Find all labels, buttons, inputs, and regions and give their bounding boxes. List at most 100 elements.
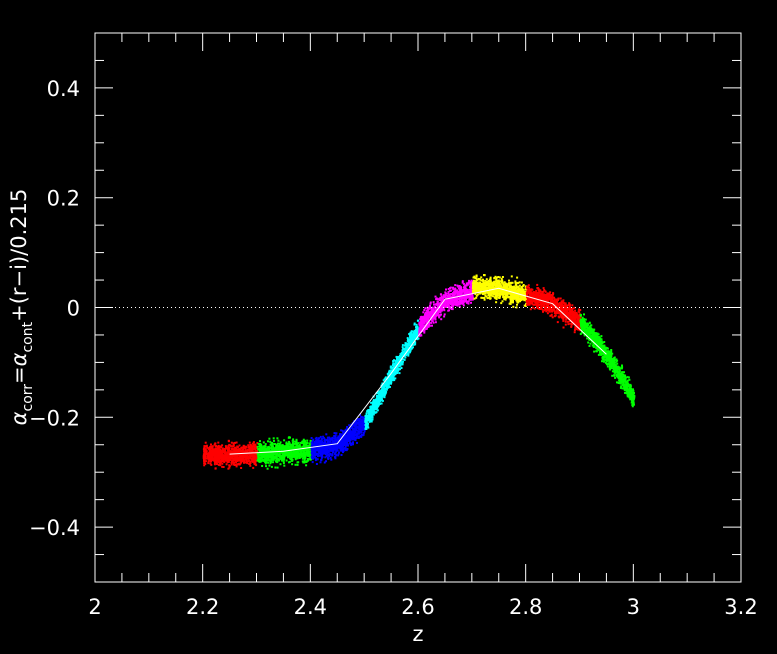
data-point [359, 421, 362, 424]
data-point [367, 412, 370, 415]
data-point [230, 445, 233, 448]
data-point [508, 279, 510, 282]
data-point [344, 439, 347, 442]
data-point [394, 377, 397, 380]
data-point [218, 449, 221, 451]
data-point [463, 299, 466, 301]
data-point [431, 310, 433, 313]
data-point [456, 296, 459, 299]
data-point [388, 382, 391, 385]
data-point [436, 310, 439, 313]
data-point [203, 445, 206, 448]
data-point [266, 467, 269, 470]
data-point [399, 363, 402, 366]
data-point [406, 337, 409, 340]
data-point [318, 441, 321, 444]
data-point [366, 418, 369, 421]
data-point [371, 410, 374, 412]
data-point [322, 435, 325, 438]
data-point [233, 453, 236, 456]
data-point [380, 395, 383, 397]
data-point [383, 383, 385, 386]
data-point [468, 279, 470, 282]
data-point [220, 459, 223, 462]
data-point [221, 462, 224, 465]
data-point [392, 376, 395, 379]
data-point [289, 457, 292, 460]
data-point [332, 451, 335, 454]
data-point [291, 442, 294, 444]
data-point [289, 436, 291, 439]
data-point [401, 346, 404, 349]
data-point [396, 357, 398, 360]
data-point [374, 408, 377, 411]
data-point [218, 458, 221, 461]
data-point [455, 298, 458, 301]
data-point [353, 425, 356, 428]
data-point [241, 455, 244, 458]
data-point [334, 452, 337, 455]
data-point [313, 448, 316, 451]
data-point [284, 453, 287, 456]
data-point [400, 367, 403, 369]
data-point [346, 447, 349, 450]
data-point [317, 438, 320, 441]
data-point [367, 426, 370, 429]
data-point [334, 435, 337, 438]
data-point [227, 451, 230, 454]
data-point [449, 296, 452, 299]
data-point [351, 436, 354, 439]
data-point [408, 338, 411, 341]
data-point [203, 458, 206, 461]
series-4 [418, 279, 474, 337]
data-point [311, 442, 314, 445]
data-point [271, 442, 274, 444]
data-point [404, 349, 407, 352]
data-point [404, 344, 406, 347]
data-point [497, 279, 500, 282]
data-point [462, 304, 465, 307]
data-point [388, 369, 391, 372]
data-point [203, 461, 206, 464]
data-point [303, 440, 305, 443]
data-point [310, 437, 313, 439]
data-point [333, 432, 336, 435]
data-point [257, 456, 260, 459]
data-point [445, 306, 448, 308]
data-point [286, 447, 289, 450]
data-point [205, 452, 208, 455]
data-point [334, 434, 337, 437]
data-point [432, 321, 435, 324]
data-point [317, 444, 320, 447]
data-point [463, 293, 466, 296]
data-point [295, 453, 298, 456]
data-point [220, 455, 223, 458]
data-point [332, 446, 335, 449]
data-point [311, 448, 314, 451]
data-point [375, 404, 378, 407]
data-point [409, 350, 412, 353]
data-point [517, 297, 520, 300]
data-point [393, 371, 396, 374]
data-point [451, 308, 454, 311]
data-point [309, 454, 312, 457]
data-point [484, 294, 487, 297]
data-point [466, 282, 469, 285]
data-point [323, 446, 326, 449]
data-point [238, 449, 241, 452]
data-point [493, 287, 496, 290]
data-point [264, 462, 267, 465]
data-point [213, 463, 216, 466]
data-point [287, 448, 289, 451]
data-point [412, 346, 414, 349]
data-point [445, 304, 448, 307]
data-point [435, 306, 438, 309]
data-point [276, 437, 279, 440]
data-point [337, 443, 340, 446]
data-point [318, 448, 321, 451]
data-point [249, 457, 252, 459]
data-point [368, 410, 371, 412]
data-point [267, 458, 270, 461]
data-point [359, 423, 362, 426]
data-point [315, 452, 318, 455]
